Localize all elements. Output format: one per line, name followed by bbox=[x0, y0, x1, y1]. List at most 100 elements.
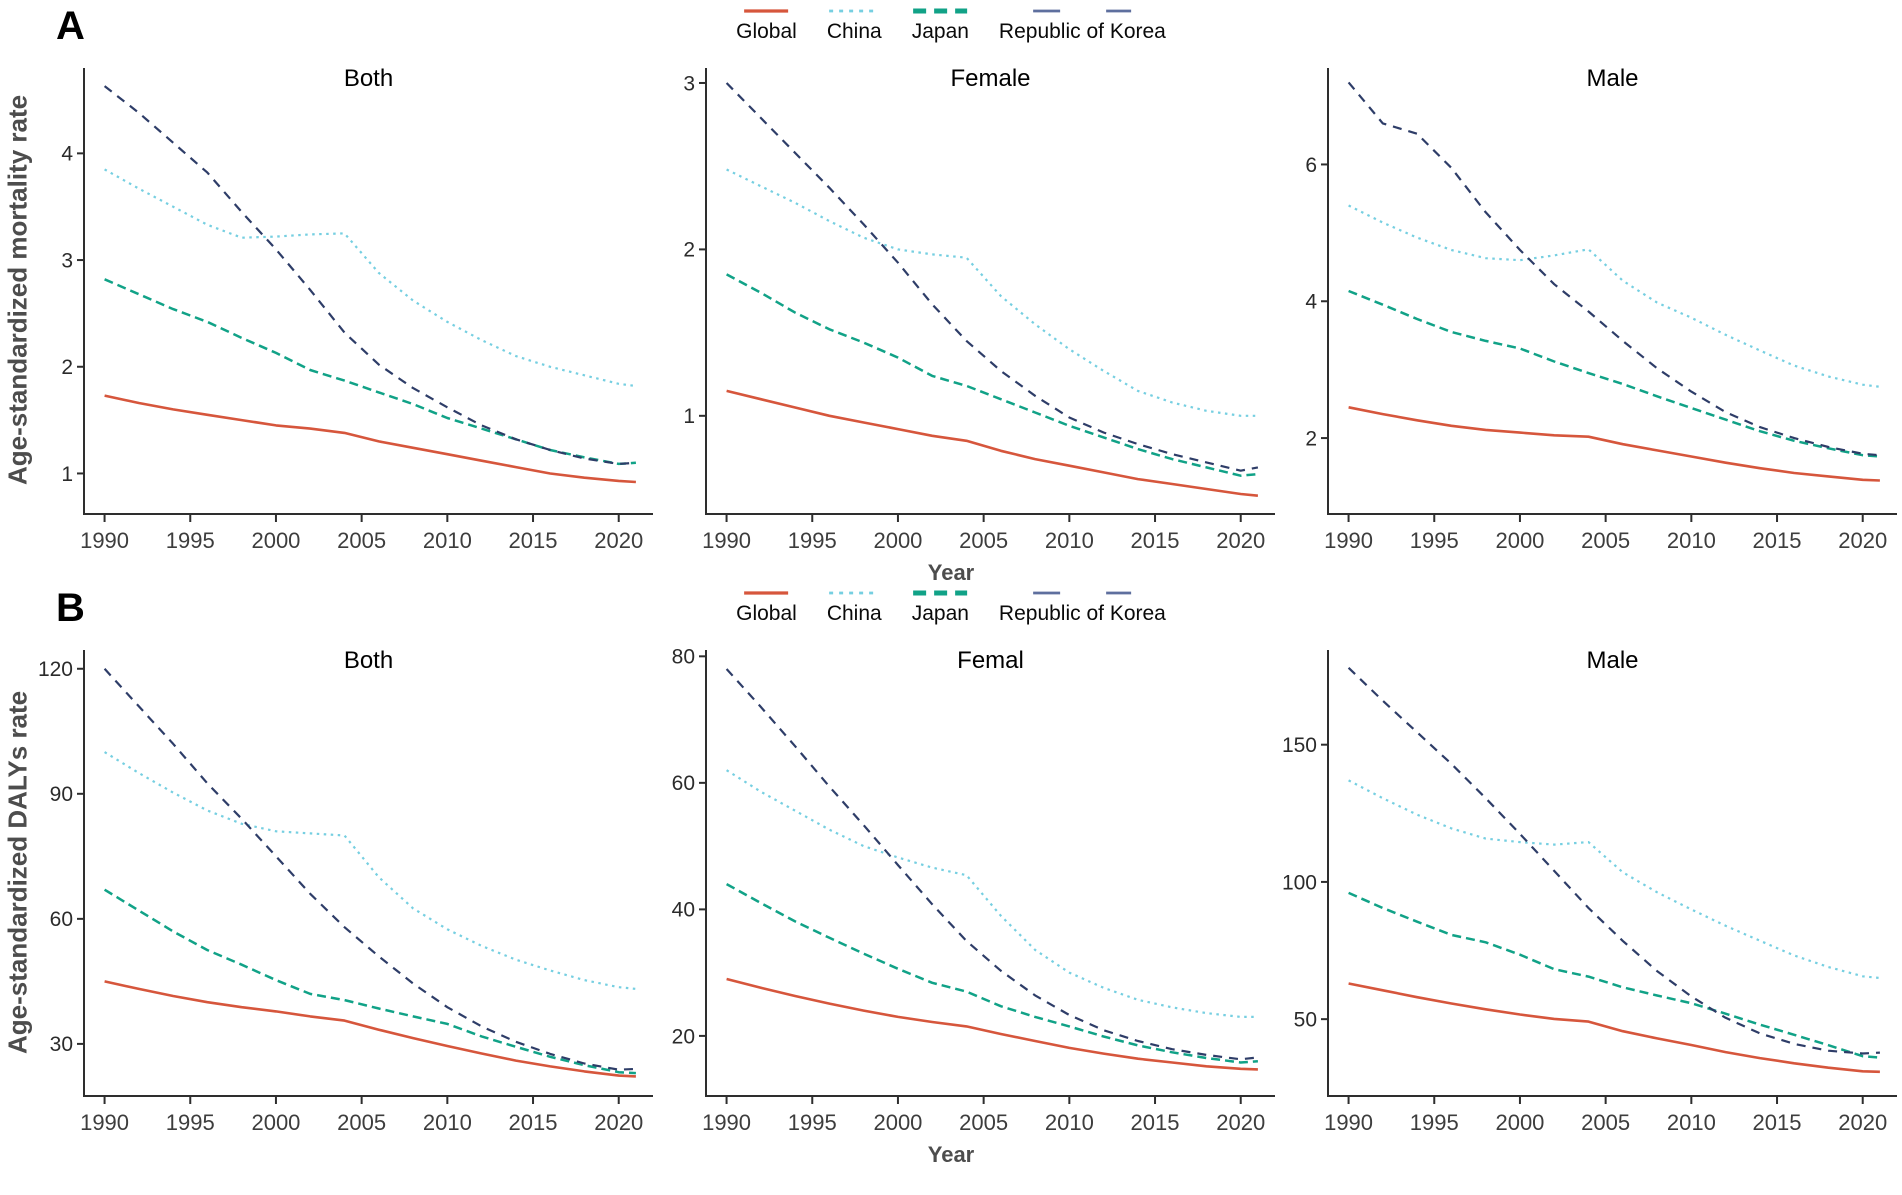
x-tick-label: 1990 bbox=[80, 528, 129, 553]
legend-label-global: Global bbox=[736, 602, 797, 625]
china-legend-key-icon bbox=[829, 9, 880, 13]
x-tick-label: 1995 bbox=[1410, 1110, 1459, 1135]
series-japan-line bbox=[1348, 289, 1880, 458]
x-tick-label: 1990 bbox=[80, 1110, 129, 1135]
x-tick-label: 1995 bbox=[788, 528, 837, 553]
x-tick-label: 1990 bbox=[1324, 528, 1373, 553]
x-tick-label: 2020 bbox=[1216, 528, 1265, 553]
legend-label-japan: Japan bbox=[911, 20, 969, 43]
x-tick-label: 2020 bbox=[594, 1110, 643, 1135]
x-tick-label: 2010 bbox=[1045, 528, 1094, 553]
series-japan-line bbox=[103, 888, 636, 1075]
series-china-line bbox=[104, 168, 637, 388]
y-tick-label: 60 bbox=[672, 772, 695, 795]
x-tick-label: 2010 bbox=[1667, 1110, 1716, 1135]
panel-B-ylabel-strip: Age-standardized DALYs rate bbox=[0, 642, 36, 1148]
series-japan-line bbox=[1348, 891, 1881, 1059]
series-china-line bbox=[726, 168, 1258, 417]
x-tick-label: 2000 bbox=[251, 528, 300, 553]
axis-lines bbox=[705, 68, 1275, 515]
x-tick-label: 2005 bbox=[337, 528, 386, 553]
legend-item-korea: Republic of Korea bbox=[999, 5, 1166, 44]
y-tick-label: 100 bbox=[1282, 871, 1317, 894]
x-tick-label: 1990 bbox=[702, 528, 751, 553]
panel-B-charts-row: Age-standardized DALYs rate 30 60 90 120 199… bbox=[0, 642, 1902, 1148]
x-tick-label: 2015 bbox=[1753, 528, 1802, 553]
y-tick-label: 150 bbox=[1282, 734, 1317, 757]
x-tick-label: 2005 bbox=[959, 1110, 1008, 1135]
x-tick-label: 1995 bbox=[1410, 528, 1459, 553]
series-china-line bbox=[1348, 204, 1881, 388]
series-china-line bbox=[726, 769, 1258, 1018]
panel-B: B Global China Japan Republic of Korea Age-… bbox=[0, 586, 1902, 1168]
chart-A-male: 2 4 6 1990 1995 2000 2005 2010 2015 2020 Male bbox=[1305, 65, 1897, 553]
series-global-line bbox=[1348, 406, 1880, 482]
axis-lines bbox=[83, 68, 653, 515]
x-tick-label: 2020 bbox=[1838, 1110, 1887, 1135]
korea-legend-key-icon bbox=[1033, 9, 1132, 13]
y-axis-label-mortality: Age-standardized mortality rate bbox=[2, 94, 33, 486]
legend-item-china: China bbox=[827, 587, 882, 626]
x-tick-label: 2015 bbox=[1753, 1110, 1802, 1135]
y-tick-label: 2 bbox=[683, 239, 695, 262]
legend-item-korea: Republic of Korea bbox=[999, 587, 1166, 626]
x-tick-label: 1990 bbox=[702, 1110, 751, 1135]
x-tick-label: 2015 bbox=[1131, 1110, 1180, 1135]
y-tick-label: 4 bbox=[61, 143, 73, 166]
x-axis-label-year-B: Year bbox=[927, 1142, 975, 1167]
y-tick-label: 90 bbox=[50, 783, 73, 806]
y-tick-label: 2 bbox=[1305, 427, 1317, 450]
x-tick-label: 2005 bbox=[1581, 528, 1630, 553]
y-tick-label: 2 bbox=[61, 356, 73, 379]
legend-item-japan: Japan bbox=[912, 587, 969, 626]
series-global-line bbox=[1348, 982, 1880, 1074]
chart-B-male: 50 100 150 1990 1995 2000 2005 2010 2015 2020 Male bbox=[1282, 647, 1897, 1135]
global-legend-key-icon bbox=[744, 9, 789, 13]
legend-label-japan: Japan bbox=[911, 602, 969, 625]
series-global-line bbox=[726, 389, 1259, 497]
y-tick-label: 30 bbox=[50, 1033, 73, 1056]
legend-label-global: Global bbox=[736, 20, 797, 43]
figure: A Global China Japan Republic of Korea Age-… bbox=[0, 4, 1902, 1168]
panel-B-charts: 30 60 90 120 1990 1995 2000 2005 2010 2015 2020 Bot… bbox=[36, 642, 1902, 1148]
panel-A-charts: 1 2 3 4 1990 1995 2000 2005 2010 2015 2020 Both 1 2 3 1… bbox=[36, 60, 1902, 566]
panel-A-header: A Global China Japan Republic of Korea bbox=[0, 4, 1902, 60]
legend-item-global: Global bbox=[736, 5, 797, 44]
y-tick-label: 60 bbox=[50, 908, 73, 931]
series-korea-line bbox=[103, 668, 636, 1071]
x-tick-label: 2005 bbox=[1581, 1110, 1630, 1135]
series-global-line bbox=[726, 977, 1258, 1071]
chart-B-both: 30 60 90 120 1990 1995 2000 2005 2010 2015 2020 Bot… bbox=[38, 647, 653, 1135]
y-tick-label: 40 bbox=[672, 899, 695, 922]
y-tick-label: 1 bbox=[61, 463, 73, 486]
subplot-title: Male bbox=[1586, 647, 1638, 674]
legend-label-china: China bbox=[826, 602, 882, 625]
x-tick-label: 2020 bbox=[1216, 1110, 1265, 1135]
global-legend-key-icon bbox=[744, 591, 789, 595]
series-global-line bbox=[104, 394, 636, 484]
y-axis-label-dalys: Age-standardized DALYs rate bbox=[2, 690, 33, 1054]
legend-label-korea: Republic of Korea bbox=[998, 602, 1166, 625]
panel-A-label: A bbox=[56, 4, 86, 48]
legend-label-china: China bbox=[826, 20, 882, 43]
y-tick-label: 50 bbox=[1294, 1009, 1317, 1032]
panel-A: A Global China Japan Republic of Korea Age-… bbox=[0, 4, 1902, 586]
x-tick-label: 2010 bbox=[1667, 528, 1716, 553]
y-tick-label: 3 bbox=[683, 72, 695, 95]
china-legend-key-icon bbox=[829, 591, 880, 595]
subplot-title: Both bbox=[344, 65, 393, 92]
x-tick-label: 2020 bbox=[594, 528, 643, 553]
japan-legend-key-icon bbox=[913, 590, 968, 596]
y-tick-label: 80 bbox=[672, 646, 695, 669]
series-korea-line bbox=[103, 85, 636, 465]
series-china-line bbox=[1348, 779, 1881, 980]
axis-lines bbox=[1327, 650, 1897, 1097]
axis-lines bbox=[705, 650, 1275, 1097]
axis-lines bbox=[83, 650, 653, 1097]
series-global-line bbox=[104, 980, 636, 1078]
x-tick-label: 1990 bbox=[1324, 1110, 1373, 1135]
series-japan-line bbox=[726, 273, 1259, 477]
x-tick-label: 2010 bbox=[423, 528, 472, 553]
panel-B-label: B bbox=[56, 586, 86, 630]
series-korea-line bbox=[725, 668, 1259, 1061]
